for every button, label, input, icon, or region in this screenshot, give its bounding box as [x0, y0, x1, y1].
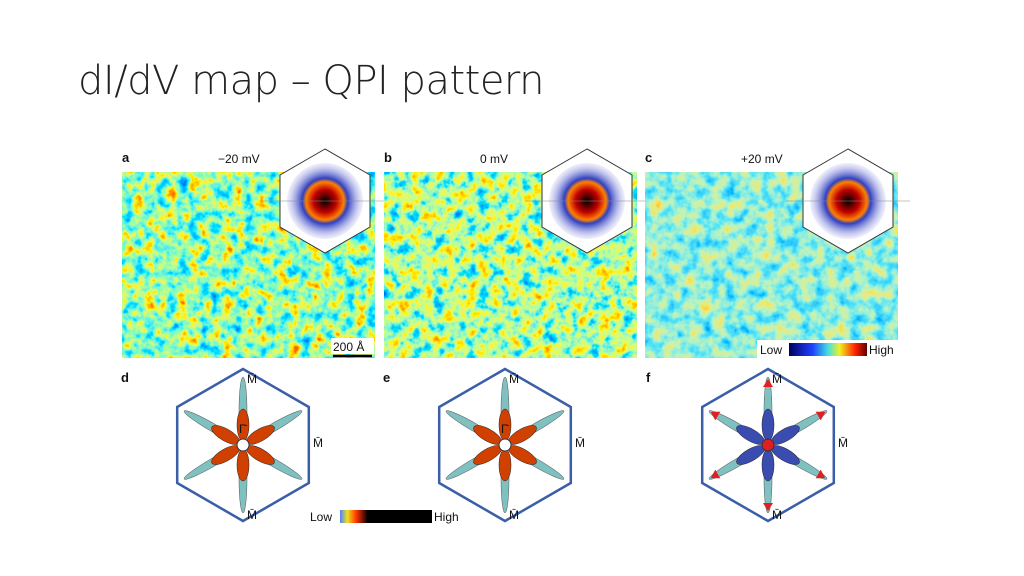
qpi-spoke [183, 410, 244, 446]
bz-point-label: M̄ [247, 508, 257, 522]
bz-point-label: M̄ [575, 436, 585, 450]
spoke-tip [710, 469, 721, 479]
colorbar [340, 510, 432, 523]
qpi-spoke [183, 444, 244, 480]
didv-map [645, 172, 898, 358]
spoke-tip [763, 503, 773, 511]
bz-point-label: M̄ [772, 508, 782, 522]
energy-label: 0 mV [480, 152, 508, 166]
bz-point-label: M̄ [772, 372, 782, 386]
spoke-core [498, 448, 512, 482]
scale-bg [331, 338, 374, 354]
qpi-spoke [236, 376, 250, 446]
qpi-spoke [504, 410, 565, 446]
qpi-spoke [498, 376, 512, 446]
qpi-spoke [767, 444, 828, 480]
panel-label: b [384, 150, 392, 165]
colorbar-low: Low [760, 343, 782, 357]
panel-label: e [383, 370, 390, 385]
bz-point-label: M̄ [838, 436, 848, 450]
bz-point-label: Γ̄ [501, 422, 510, 436]
qpi-spoke [708, 444, 769, 480]
colorbar-high: High [869, 343, 894, 357]
panel-label: d [121, 370, 129, 385]
panel-label: a [122, 150, 130, 165]
gamma-point [498, 438, 512, 452]
qpi-spoke [242, 444, 303, 480]
brillouin-zone [175, 367, 311, 523]
brillouin-zone [700, 367, 836, 523]
bz-point-label: M̄ [247, 372, 257, 386]
bz-point-label: M̄ [313, 436, 323, 450]
colorbar-high: High [434, 510, 459, 524]
qpi-spoke [445, 410, 506, 446]
brillouin-zone [437, 367, 573, 523]
bz-point-label: M̄ [509, 372, 519, 386]
qpi-spoke [445, 444, 506, 480]
qpi-spoke [708, 410, 769, 446]
bz-point-label: Γ̄ [239, 422, 248, 436]
energy-label: +20 mV [741, 152, 783, 166]
qpi-spoke [761, 376, 775, 446]
colorbar [789, 343, 867, 356]
spoke-core [761, 408, 775, 442]
didv-map [122, 172, 375, 358]
panel-label: f [646, 370, 651, 385]
spoke-tip [710, 411, 721, 421]
spoke-tip [763, 379, 773, 387]
scale-label: 200 Å [333, 339, 364, 354]
spoke-core [761, 448, 775, 482]
spoke-core [236, 448, 250, 482]
qpi-spoke [498, 444, 512, 514]
colorbar-low: Low [310, 510, 332, 524]
qpi-spoke [761, 444, 775, 514]
qpi-spoke [236, 444, 250, 514]
didv-map [384, 172, 637, 358]
qpi-spoke [767, 410, 828, 446]
spoke-tip [815, 411, 826, 421]
gamma-point [236, 438, 250, 452]
slide-title: dI/dV map – QPI pattern [78, 58, 545, 104]
qpi-spoke [504, 444, 565, 480]
gamma-point [761, 438, 775, 452]
spoke-tip [815, 469, 826, 479]
panel-label: c [645, 150, 652, 165]
qpi-spoke [242, 410, 303, 446]
bz-point-label: M̄ [509, 508, 519, 522]
energy-label: −20 mV [218, 152, 260, 166]
